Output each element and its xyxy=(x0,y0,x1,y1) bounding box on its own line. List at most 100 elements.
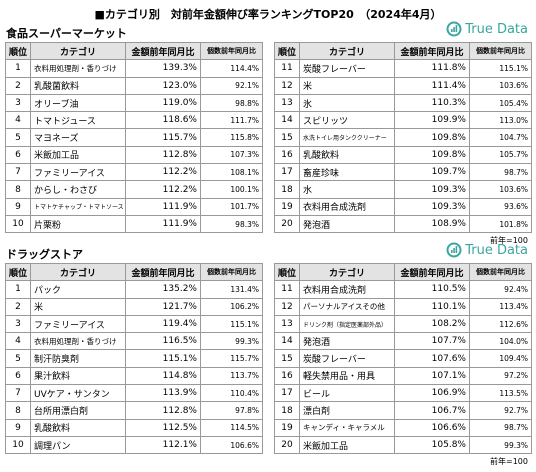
header-cell: 順位 xyxy=(5,41,31,61)
cell: 112.6% xyxy=(469,314,532,334)
cell: 107.1% xyxy=(394,366,470,386)
row: 14 スピリッツ 109.9% 113.0% xyxy=(274,111,532,130)
cell: 果汁飲料 xyxy=(30,366,126,386)
cell: 110.1% xyxy=(394,297,470,316)
row: 1 パック 135.2% 131.4% xyxy=(5,280,263,299)
row: 15 水洗トイレ用タンククリーナー 109.8% 104.7% xyxy=(274,128,532,147)
cell: UVケア・サンタン xyxy=(30,384,126,403)
cell: 12 xyxy=(274,76,300,95)
cell: トマトジュース xyxy=(30,111,126,130)
row: 1 衣料用処理剤・香りづけ 139.3% 114.4% xyxy=(5,59,263,78)
row: 3 ファミリーアイス 119.4% 115.1% xyxy=(5,314,263,334)
cell: 17 xyxy=(274,384,300,403)
row: 5 マヨネーズ 115.7% 115.8% xyxy=(5,128,263,147)
cell: 113.0% xyxy=(469,111,532,130)
cell: 111.8% xyxy=(394,59,470,78)
cell: 109.8% xyxy=(394,128,470,147)
cell: 2 xyxy=(5,297,31,316)
cell: 112.2% xyxy=(125,180,201,199)
cell: 12 xyxy=(274,297,300,316)
cell: 6 xyxy=(5,366,31,386)
row: 5 制汗防臭剤 115.1% 115.7% xyxy=(5,349,263,368)
cell: トマトケチャップ・トマトソース xyxy=(30,197,126,216)
cell: キャンディ・キャラメル xyxy=(299,418,395,437)
ranking-table: 順位 カテゴリ 金額前年同月比 個数前年同月比 1 パック 135.2% 131.4% 2 米 12… xyxy=(5,262,263,455)
cell: ファミリーアイス xyxy=(30,314,126,334)
cell: 98.7% xyxy=(469,163,532,182)
row: 19 衣料用合成洗剤 109.3% 93.6% xyxy=(274,197,532,216)
row: 18 漂白剤 106.7% 92.7% xyxy=(274,401,532,420)
cell: 109.3% xyxy=(394,180,470,199)
header-row: 順位 カテゴリ 金額前年同月比 個数前年同月比 xyxy=(5,41,263,61)
cell: 片栗粉 xyxy=(30,214,126,234)
cell: 106.2% xyxy=(200,297,263,316)
cell: 20 xyxy=(274,435,300,455)
cell: 漂白剤 xyxy=(299,401,395,420)
logo-icon xyxy=(446,242,462,258)
cell: 107.6% xyxy=(394,349,470,368)
cell: 16 xyxy=(274,145,300,165)
header-cell: カテゴリ xyxy=(299,262,395,282)
header-cell: カテゴリ xyxy=(30,41,126,61)
cell: 108.9% xyxy=(394,214,470,234)
logo: True Data xyxy=(446,21,528,37)
cell: 109.4% xyxy=(469,349,532,368)
cell: 制汗防臭剤 xyxy=(30,349,126,368)
row: 15 炭酸フレーバー 107.6% 109.4% xyxy=(274,349,532,368)
cell: 104.7% xyxy=(469,128,532,147)
cell: 6 xyxy=(5,145,31,165)
cell: 11 xyxy=(274,59,300,78)
cell: 115.1% xyxy=(200,314,263,334)
cell: 114.5% xyxy=(200,418,263,437)
row: 17 畜産珍味 109.7% 98.7% xyxy=(274,163,532,182)
cell: 123.0% xyxy=(125,76,201,95)
cell: 98.7% xyxy=(469,418,532,437)
cell: 7 xyxy=(5,163,31,182)
cell: 109.7% xyxy=(394,163,470,182)
cell: 112.5% xyxy=(125,418,201,437)
cell: 112.8% xyxy=(125,145,201,165)
cell: 99.3% xyxy=(469,435,532,455)
header-cell: 個数前年同月比 xyxy=(200,262,263,282)
cell: 116.5% xyxy=(125,332,201,351)
cell: 4 xyxy=(5,111,31,130)
row: 9 乳酸飲料 112.5% 114.5% xyxy=(5,418,263,437)
cell: ドリンク剤（指定医薬部外品） xyxy=(299,314,395,334)
row: 20 発泡酒 108.9% 101.8% xyxy=(274,214,532,234)
cell: 炭酸フレーバー xyxy=(299,349,395,368)
logo-icon xyxy=(446,21,462,37)
cell: 畜産珍味 xyxy=(299,163,395,182)
header-cell: 順位 xyxy=(274,262,300,282)
cell: ファミリーアイス xyxy=(30,163,126,182)
cell: マヨネーズ xyxy=(30,128,126,147)
cell: 8 xyxy=(5,401,31,420)
row: 14 発泡酒 107.7% 104.0% xyxy=(274,332,532,351)
cell: 113.9% xyxy=(125,384,201,403)
cell: 10 xyxy=(5,435,31,455)
logo: True Data xyxy=(446,242,528,258)
cell: 15 xyxy=(274,349,300,368)
cell: 106.7% xyxy=(394,401,470,420)
row: 6 果汁飲料 114.8% 113.7% xyxy=(5,366,263,386)
cell: 14 xyxy=(274,332,300,351)
cell: 110.3% xyxy=(394,93,470,113)
cell: 乳酸飲料 xyxy=(30,418,126,437)
header-cell: 金額前年同月比 xyxy=(125,41,201,61)
cell: 113.4% xyxy=(469,297,532,316)
cell: 114.8% xyxy=(125,366,201,386)
header-cell: カテゴリ xyxy=(299,41,395,61)
cell: 105.4% xyxy=(469,93,532,113)
cell: 106.6% xyxy=(394,418,470,437)
cell: パック xyxy=(30,280,126,299)
row: 20 米飯加工品 105.8% 99.3% xyxy=(274,435,532,455)
cell: 4 xyxy=(5,332,31,351)
cell: 乳酸菌飲料 xyxy=(30,76,126,95)
cell: 112.8% xyxy=(125,401,201,420)
note: 前年=100 xyxy=(490,457,528,466)
cell: 101.7% xyxy=(200,197,263,216)
cell: 107.3% xyxy=(200,145,263,165)
header-cell: 金額前年同月比 xyxy=(125,262,201,282)
cell: 9 xyxy=(5,418,31,437)
cell: からし・わさび xyxy=(30,180,126,199)
